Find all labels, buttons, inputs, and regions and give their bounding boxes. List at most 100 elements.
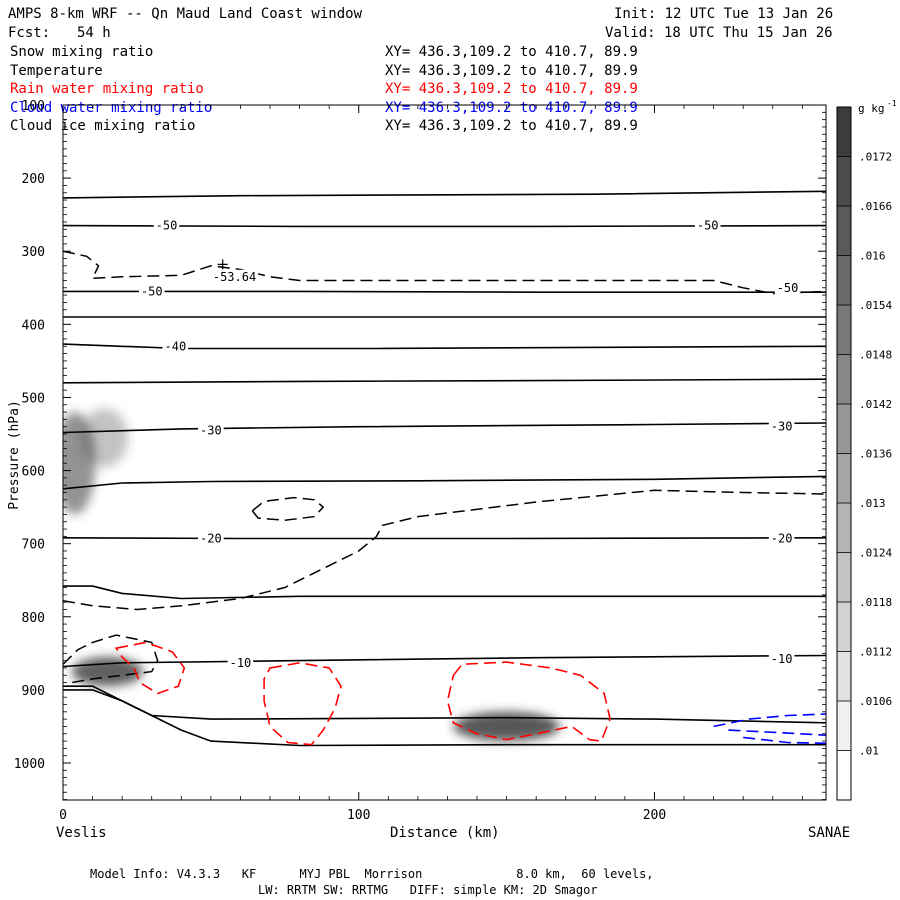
rain-water-contour <box>446 661 611 742</box>
left-endpoint-label: Veslis <box>56 825 107 841</box>
colorbar-tick-label: .0106 <box>859 695 892 708</box>
isotherm-label-bg <box>198 531 224 546</box>
isotherm-label: -10 <box>771 652 793 666</box>
snow-shading <box>71 656 143 687</box>
colorbar-unit: g kg <box>858 102 885 115</box>
colorbar-swatch <box>837 602 851 652</box>
isotherm-label-bg <box>210 269 259 284</box>
field-xy-range: XY= 436.3,109.2 to 410.7, 89.9 <box>385 118 638 134</box>
isotherm-label-bg <box>138 284 165 299</box>
field-name: Cloud ice mixing ratio <box>10 118 196 134</box>
colorbar-swatch <box>837 305 851 355</box>
x-tick-label: 100 <box>347 808 370 823</box>
colorbar-tick-label: .0136 <box>859 448 892 461</box>
colorbar-tick-label: .0154 <box>859 299 892 312</box>
isotherm-solid <box>63 190 826 199</box>
colorbar-tick-label: .0118 <box>859 596 892 609</box>
colorbar-tick-label: .013 <box>859 497 886 510</box>
rain-water-contour <box>263 661 342 746</box>
isotherm-solid <box>63 585 826 600</box>
colorbar-tick-label: .0112 <box>859 646 892 659</box>
init-time: Init: 12 UTC Tue 13 Jan 26 <box>614 6 834 22</box>
isotherm-label-bg <box>774 280 801 295</box>
colorbar-swatch <box>837 255 851 305</box>
colorbar-swatch <box>837 453 851 503</box>
model-info-line2: LW: RRTM SW: RRTMG DIFF: simple KM: 2D S… <box>258 883 598 897</box>
isotherm-label: -50 <box>156 219 178 233</box>
isotherm-label-bg <box>768 652 795 667</box>
colorbar-swatch <box>837 156 851 206</box>
field-name: Cloud water mixing ratio <box>10 99 213 116</box>
snow-shading <box>80 408 129 467</box>
isotherm-dashed <box>63 489 826 611</box>
colorbar-swatch <box>837 404 851 454</box>
minimum-marker <box>217 259 228 270</box>
isotherm-label-bg <box>768 531 795 546</box>
isotherm-solid <box>63 422 826 434</box>
model-info-line1: Model Info: V4.3.3 KF MYJ PBL Morrison 8… <box>90 867 654 881</box>
isotherm-label: -20 <box>771 532 793 546</box>
isotherm-dashed <box>63 250 826 295</box>
colorbar-tick-label: .0172 <box>859 151 892 164</box>
cloud-water-contour <box>743 736 826 745</box>
isotherm-label-bg <box>768 419 795 434</box>
colorbar-swatch <box>837 552 851 602</box>
snow-shading <box>453 711 560 742</box>
isotherm-solid <box>63 475 826 490</box>
y-tick-label: 1000 <box>14 757 45 772</box>
cloud-water-contour <box>713 713 826 728</box>
y-tick-label: 900 <box>22 684 45 699</box>
y-tick-label: 100 <box>22 99 45 114</box>
field-name: Temperature <box>10 62 103 79</box>
y-tick-label: 500 <box>22 391 45 406</box>
colorbar-swatch <box>837 701 851 751</box>
field-xy-range: XY= 436.3,109.2 to 410.7, 89.9 <box>385 81 638 97</box>
field-xy-range: XY= 436.3,109.2 to 410.7, 89.9 <box>385 62 638 79</box>
y-tick-label: 800 <box>22 611 45 626</box>
colorbar-swatch <box>837 354 851 404</box>
colorbar-tick-label: .0148 <box>859 349 892 362</box>
field-name: Rain water mixing ratio <box>10 81 204 97</box>
field-name: Snow mixing ratio <box>10 44 154 60</box>
isotherm-solid <box>63 290 826 293</box>
isotherm-dashed-loop <box>251 496 325 522</box>
chart-title: AMPS 8-km WRF -- Qn Maud Land Coast wind… <box>8 6 363 22</box>
colorbar-swatch <box>837 206 851 256</box>
x-axis-label: Distance (km) <box>390 825 500 841</box>
isotherm-label: -40 <box>165 339 187 353</box>
rain-water-contour <box>114 641 186 695</box>
isotherm-label: -10 <box>230 656 252 670</box>
isotherm-solid <box>63 654 826 668</box>
valid-time: Valid: 18 UTC Thu 15 Jan 26 <box>605 25 833 41</box>
colorbar-tick-label: .0142 <box>859 398 892 411</box>
isotherm-dashed <box>63 634 159 684</box>
plot-frame <box>62 104 827 801</box>
colorbar-tick-label: .0124 <box>859 547 892 560</box>
colorbar-swatch <box>837 503 851 553</box>
isotherm-label-bg <box>694 218 721 233</box>
forecast-label: Fcst: <box>8 25 51 41</box>
isotherm-solid <box>63 685 826 747</box>
y-tick-label: 300 <box>22 245 45 260</box>
colorbar-swatch <box>837 107 851 157</box>
cloud-water-contour <box>728 729 826 736</box>
colorbar-swatch <box>837 651 851 701</box>
x-tick-label: 0 <box>59 808 67 823</box>
isotherm-label: -50 <box>141 284 163 298</box>
isotherm-label: -30 <box>771 420 793 434</box>
isotherm-label-bg <box>227 655 254 670</box>
colorbar-tick-label: .016 <box>859 250 886 263</box>
forecast-hours: 54 h <box>77 25 111 41</box>
isotherm-solid <box>63 689 826 724</box>
isotherm-label-bg <box>162 339 189 354</box>
isotherm-label: -30 <box>200 423 222 437</box>
isotherm-solid <box>63 224 826 228</box>
isotherm-label: -20 <box>200 532 222 546</box>
colorbar-tick-label: .01 <box>859 745 879 758</box>
colorbar-tick-label: .0166 <box>859 200 892 213</box>
isotherm-label-bg <box>153 218 180 233</box>
y-tick-label: 600 <box>22 465 45 480</box>
y-tick-label: 200 <box>22 172 45 187</box>
y-axis-label: Pressure (hPa) <box>7 400 22 510</box>
isotherm-label: -50 <box>697 219 719 233</box>
